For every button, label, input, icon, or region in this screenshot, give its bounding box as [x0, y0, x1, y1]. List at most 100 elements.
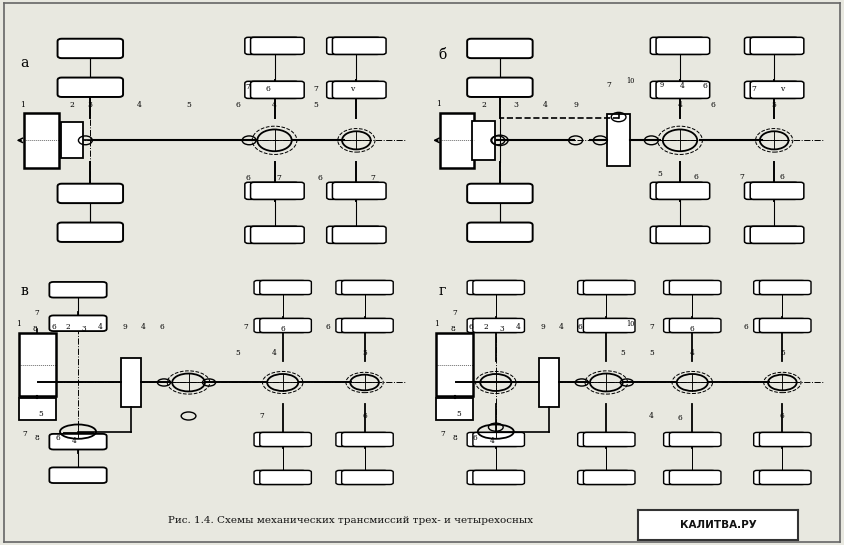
Text: 4: 4 [543, 101, 548, 108]
Text: 5: 5 [313, 101, 318, 108]
FancyBboxPatch shape [663, 470, 715, 485]
FancyBboxPatch shape [583, 318, 635, 332]
FancyBboxPatch shape [651, 81, 704, 99]
Text: 7: 7 [441, 430, 445, 438]
FancyBboxPatch shape [260, 281, 311, 294]
FancyBboxPatch shape [473, 432, 524, 446]
Text: 3: 3 [500, 325, 504, 333]
FancyBboxPatch shape [760, 318, 811, 332]
Text: 7: 7 [751, 84, 756, 93]
FancyBboxPatch shape [245, 37, 299, 54]
FancyBboxPatch shape [57, 39, 123, 58]
FancyBboxPatch shape [50, 468, 106, 483]
Text: а: а [20, 56, 29, 70]
Text: 4: 4 [272, 101, 277, 108]
Text: в: в [21, 284, 29, 298]
FancyBboxPatch shape [333, 182, 386, 199]
FancyBboxPatch shape [260, 470, 311, 485]
Text: 5: 5 [235, 349, 240, 358]
FancyBboxPatch shape [468, 222, 533, 242]
Bar [436, 334, 473, 396]
Text: 2: 2 [481, 101, 486, 109]
FancyBboxPatch shape [744, 37, 798, 54]
Text: 6: 6 [325, 323, 330, 331]
Text: 6: 6 [711, 101, 715, 108]
Text: 2: 2 [66, 323, 70, 331]
Text: 2: 2 [484, 323, 488, 331]
Bar [19, 334, 56, 396]
FancyBboxPatch shape [327, 37, 381, 54]
Text: 7: 7 [276, 174, 281, 182]
FancyBboxPatch shape [327, 81, 381, 99]
Bar [24, 113, 58, 167]
Text: 2: 2 [69, 101, 74, 109]
FancyBboxPatch shape [754, 318, 805, 332]
FancyBboxPatch shape [656, 81, 710, 99]
Bar [122, 358, 141, 407]
FancyBboxPatch shape [254, 432, 306, 446]
Text: 5: 5 [649, 349, 654, 358]
FancyBboxPatch shape [333, 226, 386, 244]
Text: 5: 5 [657, 170, 662, 178]
FancyBboxPatch shape [750, 226, 803, 244]
FancyBboxPatch shape [663, 281, 715, 294]
Text: 8: 8 [452, 434, 457, 443]
Text: 6: 6 [160, 323, 165, 331]
Text: 3: 3 [88, 101, 93, 109]
Text: 6: 6 [317, 174, 322, 182]
Text: 4: 4 [72, 437, 76, 445]
FancyBboxPatch shape [750, 81, 803, 99]
FancyBboxPatch shape [468, 184, 533, 203]
FancyBboxPatch shape [656, 226, 710, 244]
FancyBboxPatch shape [333, 37, 386, 54]
Text: 6: 6 [678, 414, 683, 422]
Text: 10: 10 [627, 77, 635, 85]
FancyBboxPatch shape [245, 182, 299, 199]
FancyBboxPatch shape [651, 37, 704, 54]
FancyBboxPatch shape [577, 470, 630, 485]
Text: 5: 5 [771, 101, 776, 108]
Text: 7: 7 [606, 81, 611, 89]
Text: 6: 6 [690, 325, 695, 333]
Text: 6: 6 [780, 173, 785, 180]
FancyBboxPatch shape [50, 434, 106, 450]
FancyBboxPatch shape [663, 318, 715, 332]
Bar [436, 398, 473, 421]
FancyBboxPatch shape [468, 432, 519, 446]
Text: 6: 6 [362, 412, 367, 420]
FancyBboxPatch shape [750, 182, 803, 199]
FancyBboxPatch shape [333, 81, 386, 99]
Text: г: г [439, 284, 446, 298]
Text: 7: 7 [35, 309, 40, 317]
FancyBboxPatch shape [468, 77, 533, 97]
FancyBboxPatch shape [577, 432, 630, 446]
FancyBboxPatch shape [254, 318, 306, 332]
FancyBboxPatch shape [254, 281, 306, 294]
FancyBboxPatch shape [468, 470, 519, 485]
FancyBboxPatch shape [663, 432, 715, 446]
FancyBboxPatch shape [656, 182, 710, 199]
FancyBboxPatch shape [760, 470, 811, 485]
Text: 9: 9 [659, 81, 663, 89]
Text: 1: 1 [16, 320, 21, 329]
Text: 6: 6 [51, 323, 56, 331]
FancyBboxPatch shape [577, 281, 630, 294]
FancyBboxPatch shape [260, 318, 311, 332]
Text: 5: 5 [620, 349, 625, 358]
FancyBboxPatch shape [468, 39, 533, 58]
FancyBboxPatch shape [57, 77, 123, 97]
Text: 4: 4 [141, 323, 146, 331]
FancyBboxPatch shape [336, 470, 387, 485]
FancyBboxPatch shape [760, 281, 811, 294]
FancyBboxPatch shape [336, 432, 387, 446]
Text: 6: 6 [266, 84, 271, 93]
Text: 7: 7 [649, 323, 654, 331]
Text: 6: 6 [577, 323, 582, 331]
Text: Рис. 1.4. Схемы механических трансмиссий трех- и четырехосных: Рис. 1.4. Схемы механических трансмиссий… [168, 516, 533, 525]
Text: 6: 6 [246, 174, 251, 182]
FancyBboxPatch shape [583, 281, 635, 294]
FancyBboxPatch shape [583, 432, 635, 446]
FancyBboxPatch shape [744, 81, 798, 99]
FancyBboxPatch shape [260, 432, 311, 446]
FancyBboxPatch shape [342, 432, 393, 446]
